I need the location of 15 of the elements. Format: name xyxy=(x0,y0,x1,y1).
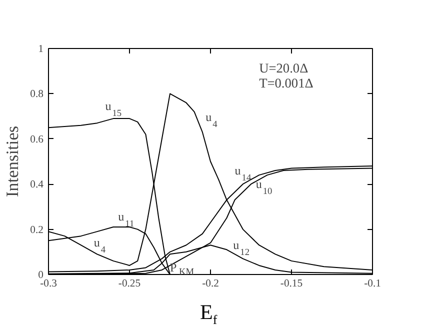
y-tick-label: 0.2 xyxy=(30,224,44,236)
x-tick-label: -0.1 xyxy=(364,278,381,290)
x-tick-label: -0.3 xyxy=(40,278,57,290)
x-tick-label: -0.15 xyxy=(280,278,303,290)
y-tick-label: 0.4 xyxy=(30,180,44,191)
annotation: T=0.001Δ xyxy=(259,76,314,91)
y-axis-title: Intensities xyxy=(3,126,22,198)
x-tick-label: -0.2 xyxy=(202,278,219,290)
x-tick-label: -0.25 xyxy=(118,278,141,290)
y-tick-label: 0.8 xyxy=(30,89,44,100)
x-axis-title: E$_{f}$ xyxy=(200,300,218,328)
y-tick-label: 0 xyxy=(38,270,44,281)
y-tick-label: 1 xyxy=(38,44,44,55)
y-tick-label: 0.6 xyxy=(30,134,44,146)
annotation: U=20.0Δ xyxy=(259,60,309,76)
